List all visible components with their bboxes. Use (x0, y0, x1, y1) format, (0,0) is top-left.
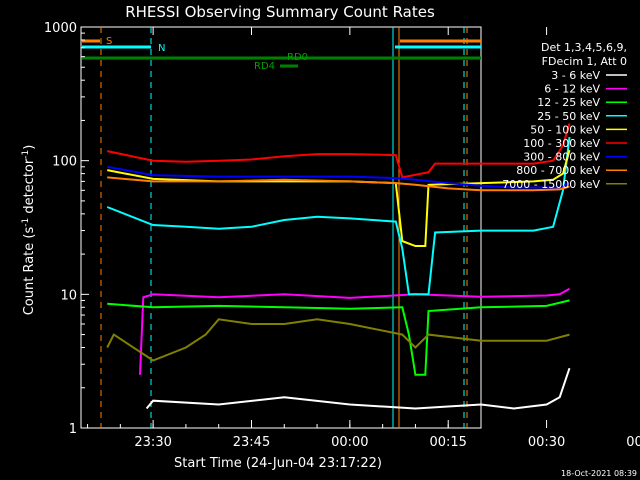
x-axis: 23:30 23:45 00:00 00:15 00:30 00:45 (87, 27, 640, 450)
legend-label: 800 - 7000 keV (516, 164, 600, 177)
x-tick-label: 23:45 (233, 435, 270, 450)
y-tick-label: 10 (60, 288, 77, 303)
y-tick-label: 100 (52, 155, 77, 170)
legend: Det 1,3,4,5,6,9, FDecim 1, Att 0 3 - 6 k… (502, 41, 627, 191)
x-tick-label: 00:15 (429, 435, 466, 450)
series-3-6-kev (145, 367, 571, 410)
legend-label: 50 - 100 keV (530, 123, 600, 136)
series-300-800-kev (107, 165, 570, 189)
series-layer (106, 123, 571, 410)
rd4-flag-label: RD4 (254, 61, 275, 72)
y-tick-label: 1000 (44, 21, 77, 36)
series-100-300-kev (106, 123, 571, 179)
y-axis-label-sup2: -1 (21, 150, 31, 159)
x-tick-label: 00:45 (626, 435, 640, 450)
y-axis-label-end: ) (22, 145, 37, 150)
x-axis-label: Start Time (24-Jun-04 23:17:22) (174, 456, 382, 471)
series-12-25-kev (107, 299, 570, 376)
x-tick-label: 23:30 (134, 435, 171, 450)
legend-label: 300 - 800 keV (523, 151, 600, 164)
time-markers (100, 27, 468, 428)
chart-title: RHESSI Observing Summary Count Rates (125, 3, 435, 21)
legend-label: 6 - 12 keV (544, 83, 600, 96)
legend-header-2: FDecim 1, Att 0 (542, 55, 627, 68)
series-800-7000-kev (107, 176, 570, 192)
x-tick-label: 00:00 (331, 435, 368, 450)
legend-label: 3 - 6 keV (551, 69, 600, 82)
plot-frame (80, 26, 482, 429)
series-6-12-kev (139, 287, 570, 375)
legend-label: 25 - 50 keV (537, 110, 600, 123)
rd0-flag-label: RD0 (287, 52, 308, 63)
flag-bars: S N RD0 RD4 (82, 36, 481, 72)
series-7000-15000-kev (106, 318, 570, 362)
legend-header-1: Det 1,3,4,5,6,9, (541, 41, 627, 54)
n-flag-label: N (158, 43, 165, 54)
y-axis-label: Count Rate (s-1 detector-1) (21, 145, 37, 316)
series-25-50-kev (106, 136, 571, 296)
s-flag-label: S (106, 36, 112, 47)
footer-date: 18-Oct-2021 08:39 (561, 469, 637, 478)
y-axis-label-main: Count Rate (s (22, 227, 37, 316)
y-axis-label-mid: detector (22, 158, 37, 218)
y-axis: 1 10 100 1000 (44, 21, 89, 437)
legend-label: 7000 - 15000 keV (502, 178, 600, 191)
legend-label: 12 - 25 keV (537, 96, 600, 109)
y-tick-label: 1 (69, 422, 77, 437)
x-tick-label: 00:30 (528, 435, 565, 450)
legend-label: 100 - 300 keV (523, 137, 600, 150)
y-axis-label-sup1: -1 (21, 218, 31, 227)
